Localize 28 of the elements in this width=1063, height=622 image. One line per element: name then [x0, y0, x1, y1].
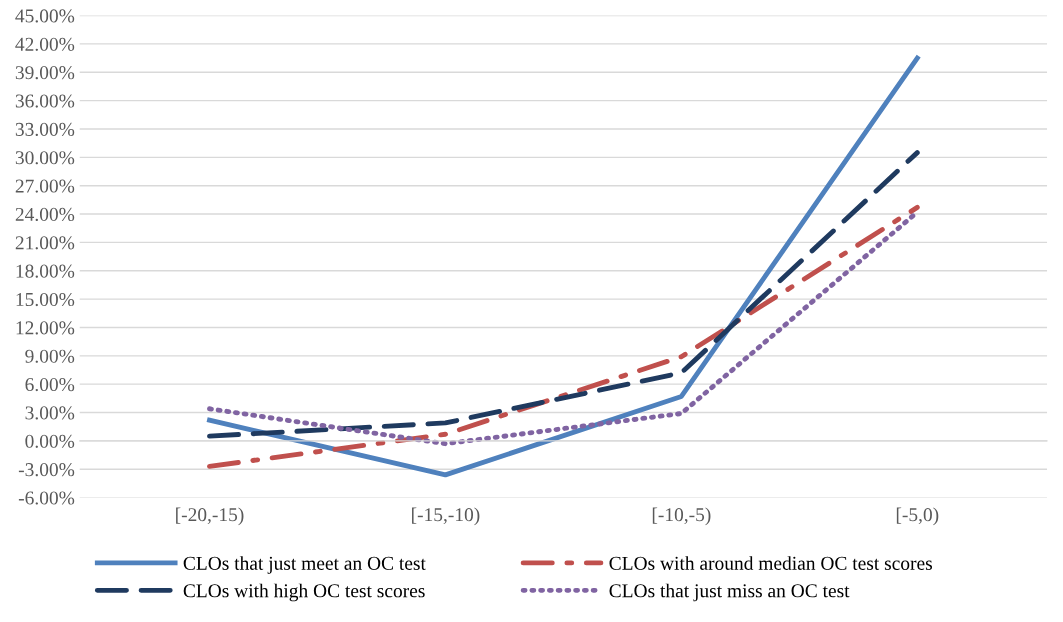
y-tick-label: 24.00%	[15, 207, 75, 222]
line-series	[207, 55, 920, 478]
y-tick-label: 36.00%	[15, 94, 75, 108]
legend-label: CLOs that just meet an OC test	[183, 556, 426, 574]
y-tick-label: -6.00%	[18, 491, 75, 505]
y-tick-label: 27.00%	[15, 179, 75, 193]
y-tick-label: 30.00%	[15, 151, 75, 165]
y-tick-label: 21.00%	[15, 236, 75, 250]
y-tick-label: 12.00%	[16, 321, 75, 335]
y-tick-label: -3.00%	[18, 463, 75, 477]
y-tick-label: 33.00%	[15, 122, 75, 136]
y-tick-label: 0.00%	[25, 434, 75, 448]
y-tick-label: 15.00%	[16, 292, 75, 307]
x-tick-label: [-10,-5)	[652, 507, 711, 526]
line-series	[207, 150, 920, 439]
y-tick-label: 45.00%	[15, 9, 75, 23]
legend-label: CLOs with high OC test scores	[183, 583, 425, 602]
x-tick-label: [-15,-10)	[412, 507, 480, 526]
y-tick-label: 42.00%	[15, 37, 75, 51]
y-tick-label: 39.00%	[15, 66, 75, 80]
y-tick-label: 9.00%	[25, 349, 75, 363]
y-tick-label: 18.00%	[16, 264, 75, 278]
y-tick-label: 3.00%	[25, 406, 75, 420]
y-tick-label: 6.00%	[25, 377, 75, 392]
x-tick-label: [-5,0)	[896, 507, 939, 526]
x-tick-label: [-20,-15)	[176, 507, 244, 526]
legend-label: CLOs with around median OC test scores	[609, 556, 933, 570]
legend-label: CLOs that just miss an OC test	[609, 583, 850, 602]
